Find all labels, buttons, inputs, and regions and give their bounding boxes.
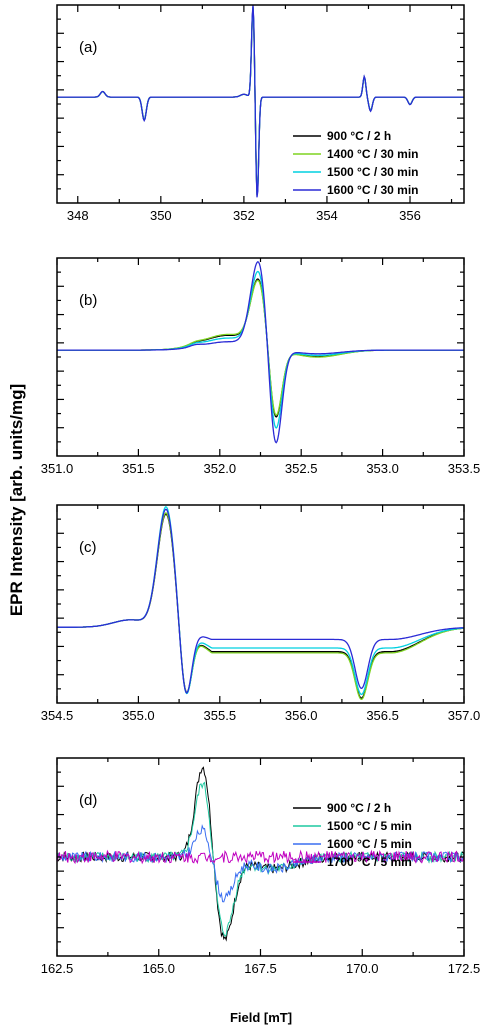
legend-entry: 1500 °C / 30 min <box>327 165 419 179</box>
legend-entry: 1600 °C / 30 min <box>327 183 419 197</box>
series-line-3 <box>57 506 464 696</box>
x-tick-label: 352.5 <box>285 461 318 476</box>
series-line-2 <box>57 512 464 700</box>
legend: 900 °C / 2 h 1400 °C / 30 min 1500 °C / 30… <box>293 129 419 197</box>
x-tick-label: 353.5 <box>448 461 481 476</box>
panel-b: 351.0 351.5 352.0 352.5 353.0 353.5 (b) <box>41 257 481 476</box>
series-line-4 <box>57 261 464 444</box>
legend: 900 °C / 2 h 1500 °C / 5 min 1600 °C / 5 m… <box>293 801 412 869</box>
x-tick-label: 348 <box>67 208 89 223</box>
series-line-4 <box>57 508 464 694</box>
panel-a: 348 350 352 354 356 (a) 900 °C / 2 h 1400 °C / … <box>56 4 465 223</box>
x-axis-title: Field [mT] <box>230 1010 292 1025</box>
x-tick-label: 350 <box>150 208 172 223</box>
x-tick-label: 354 <box>316 208 338 223</box>
x-tick-label: 162.5 <box>41 961 74 976</box>
legend-entry: 900 °C / 2 h <box>327 801 391 815</box>
ticks <box>57 5 464 203</box>
x-tick-label: 355.5 <box>204 708 237 723</box>
ticks <box>56 505 465 703</box>
legend-entry: 900 °C / 2 h <box>327 129 391 143</box>
legend-entry: 1500 °C / 5 min <box>327 819 412 833</box>
x-tick-label: 355.0 <box>122 708 155 723</box>
x-tick-label: 170.0 <box>346 961 379 976</box>
panel-label: (c) <box>79 539 97 556</box>
x-tick-label: 356.0 <box>285 708 318 723</box>
x-tick-label: 353.0 <box>366 461 399 476</box>
x-tick-label: 352 <box>233 208 255 223</box>
ticks <box>56 258 465 456</box>
series-line-2 <box>57 279 464 417</box>
y-axis-title: EPR Intensity [arb. units/mg] <box>7 384 26 616</box>
panel-label: (b) <box>79 292 97 309</box>
x-tick-label: 167.5 <box>244 961 277 976</box>
x-tick-label: 357.0 <box>448 708 481 723</box>
legend-entry: 1600 °C / 5 min <box>327 837 412 851</box>
panel-label: (d) <box>79 792 97 809</box>
series-line-4 <box>57 849 464 865</box>
legend-entry: 1400 °C / 30 min <box>327 147 419 161</box>
x-tick-label: 354.5 <box>41 708 74 723</box>
x-tick-label: 165.0 <box>142 961 175 976</box>
series-line-1 <box>57 513 464 699</box>
panel-d: 162.5 165.0 167.5 170.0 172.5 (d) 900 °C / 2 h… <box>41 757 481 976</box>
panel-label: (a) <box>79 39 97 56</box>
x-tick-label: 352.0 <box>204 461 237 476</box>
legend-entry: 1700 °C / 5 min <box>327 855 412 869</box>
plot-frame <box>56 504 465 704</box>
x-tick-label: 356.5 <box>366 708 399 723</box>
series-line-1 <box>57 278 464 418</box>
x-tick-label: 356 <box>399 208 421 223</box>
x-tick-label: 351.0 <box>41 461 74 476</box>
x-tick-label: 351.5 <box>122 461 155 476</box>
series-line-4 <box>57 5 464 198</box>
ticks <box>56 758 465 956</box>
x-tick-label: 172.5 <box>448 961 481 976</box>
panel-c: 354.5 355.0 355.5 356.0 356.5 357.0 (c) <box>41 504 481 723</box>
